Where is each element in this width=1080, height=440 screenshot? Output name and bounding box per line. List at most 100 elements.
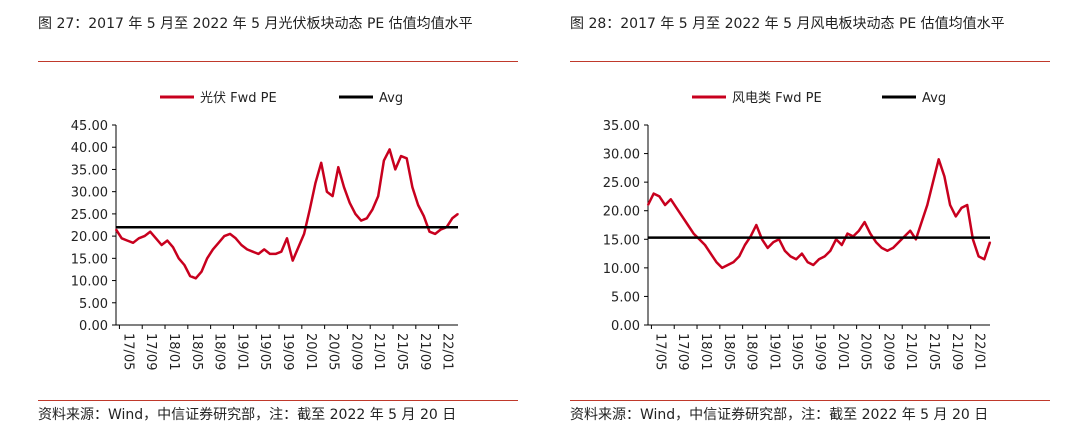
right-x-tick-label-0: 17/05	[652, 333, 667, 370]
left-data-point-43	[360, 219, 362, 222]
left-x-tick-label-3: 18/05	[189, 333, 204, 370]
right-data-point-44	[898, 241, 900, 243]
left-y-tick-label-9: 45.00	[71, 119, 108, 134]
right-x-tick-label-8: 20/01	[835, 333, 850, 370]
right-title-rule	[570, 61, 1050, 62]
right-x-tick-label-1: 17/09	[675, 333, 690, 370]
left-data-point-56	[434, 233, 437, 235]
left-x-tick-label-4: 18/09	[212, 333, 227, 370]
right-y-tick-label-3: 15.00	[603, 233, 640, 248]
left-data-point-32	[297, 246, 300, 249]
right-data-point-32	[829, 249, 832, 252]
right-data-point-40	[875, 241, 877, 243]
right-data-point-16	[738, 255, 740, 258]
left-data-point-33	[303, 233, 305, 235]
right-pe-chart: 风电类 Fwd PE Avg 0.00 5.00 10.00 15.00 20.00 25.0…	[603, 91, 992, 370]
right-data-point-7	[687, 224, 689, 226]
left-data-point-31	[291, 259, 294, 262]
right-y-tick-label-2: 10.00	[603, 262, 640, 277]
right-data-point-28	[806, 261, 809, 263]
left-data-point-36	[320, 161, 323, 164]
left-data-point-50	[400, 155, 402, 157]
left-data-point-44	[366, 217, 368, 220]
left-x-tick-label-10: 20/09	[348, 333, 363, 370]
right-data-point-14	[727, 264, 729, 266]
left-data-point-21	[234, 237, 237, 240]
right-data-point-2	[658, 195, 661, 198]
right-data-point-3	[664, 204, 666, 206]
right-x-tick-label-13: 21/09	[949, 333, 964, 370]
right-data-point-57	[972, 238, 974, 241]
right-data-point-20	[761, 238, 763, 241]
right-data-point-50	[932, 181, 934, 183]
right-data-point-4	[670, 198, 672, 201]
left-source-rule	[38, 400, 518, 401]
left-data-point-24	[252, 250, 254, 253]
left-data-point-4	[138, 237, 140, 240]
left-y-tick-label-8: 40.00	[71, 141, 108, 156]
left-y-tick-label-3: 15.00	[71, 252, 108, 267]
left-data-point-6	[149, 230, 151, 233]
left-x-tick-label-7: 19/09	[280, 333, 295, 370]
right-data-point-1	[652, 192, 655, 195]
right-data-point-17	[744, 244, 746, 246]
right-x-tick-label-4: 18/09	[744, 333, 759, 370]
left-data-point-2	[126, 239, 129, 242]
left-x-tick-label-12: 21/05	[394, 333, 409, 370]
right-data-point-11	[709, 252, 712, 255]
left-data-point-26	[263, 248, 265, 251]
right-figure-title: 图 28：2017 年 5 月至 2022 年 5 月风电板块动态 PE 估值均…	[570, 16, 1005, 32]
right-data-point-10	[704, 244, 706, 246]
left-y-tick-label-6: 30.00	[71, 186, 108, 201]
right-data-point-39	[869, 232, 872, 235]
left-data-point-57	[440, 228, 442, 231]
left-y-tick-label-2: 10.00	[71, 275, 108, 290]
left-figure-title: 图 27：2017 年 5 月至 2022 年 5 月光伏板块动态 PE 估值均…	[38, 16, 473, 32]
left-x-tick-label-5: 19/01	[234, 333, 249, 370]
left-x-tick-label-1: 17/09	[143, 333, 158, 370]
right-x-tick-label-7: 19/09	[812, 333, 827, 370]
right-data-point-5	[675, 207, 678, 209]
left-data-point-52	[411, 186, 414, 189]
left-data-point-1	[120, 237, 123, 240]
right-x-tick-label-6: 19/05	[789, 333, 804, 370]
right-data-point-6	[681, 215, 683, 218]
right-data-point-29	[812, 264, 815, 266]
right-data-point-26	[795, 258, 797, 261]
left-data-point-23	[246, 248, 248, 251]
left-title-rule	[38, 61, 518, 62]
left-data-point-55	[428, 230, 431, 233]
right-series-line	[646, 158, 992, 270]
right-data-point-48	[920, 221, 923, 223]
left-x-tick-label-11: 21/01	[371, 333, 386, 370]
right-data-point-54	[955, 215, 957, 218]
right-data-point-19	[755, 224, 758, 226]
left-data-point-54	[423, 215, 425, 217]
left-data-point-22	[240, 244, 243, 246]
right-x-tick-label-12: 21/05	[926, 333, 941, 370]
right-y-tick-label-5: 25.00	[603, 176, 640, 191]
left-data-point-30	[286, 237, 288, 240]
left-pe-chart: 光伏 Fwd PE Avg 0.00 5.00 10.00 15.00 20.00 25.00…	[71, 91, 459, 370]
right-data-point-52	[943, 175, 946, 178]
left-data-point-0	[115, 228, 117, 231]
right-data-point-56	[966, 204, 968, 206]
right-data-point-31	[823, 255, 826, 258]
left-data-point-48	[388, 148, 391, 151]
right-data-point-46	[909, 229, 911, 232]
right-data-point-15	[732, 261, 735, 263]
left-x-tick-label-13: 21/09	[417, 333, 432, 370]
right-data-point-30	[818, 258, 820, 261]
left-data-point-38	[331, 195, 334, 197]
right-data-point-13	[721, 267, 723, 269]
right-data-point-47	[915, 238, 917, 241]
left-data-point-45	[371, 208, 374, 211]
right-x-tick-label-11: 21/01	[903, 333, 918, 370]
right-x-tick-label-2: 18/01	[698, 333, 713, 370]
left-data-point-8	[160, 244, 163, 246]
left-data-point-14	[195, 277, 197, 280]
right-y-tick-label-7: 35.00	[603, 119, 640, 134]
left-y-tick-label-4: 20.00	[71, 230, 108, 245]
right-source-note: 资料来源：Wind，中信证券研究部，注：截至 2022 年 5 月 20 日	[570, 407, 989, 423]
left-data-point-60	[457, 213, 459, 215]
